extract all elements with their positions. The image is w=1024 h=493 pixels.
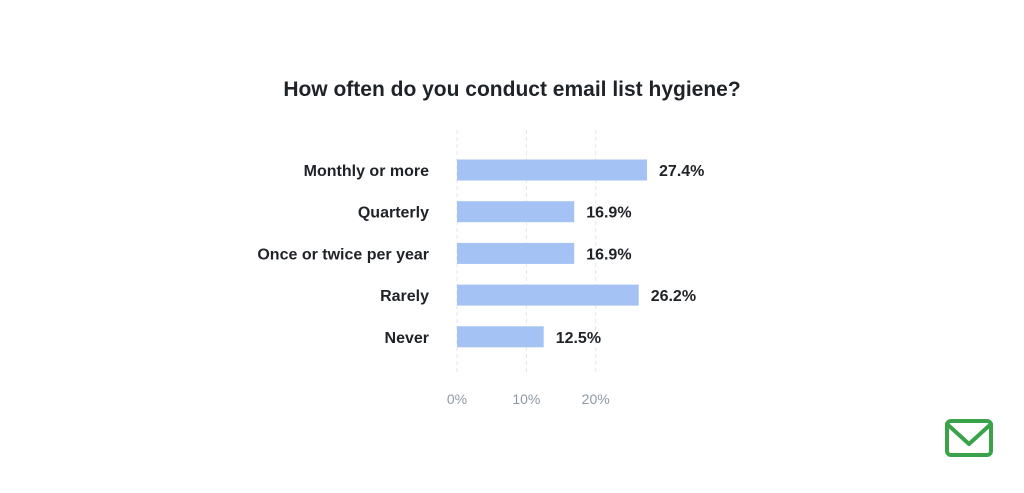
category-label: Rarely xyxy=(380,288,429,305)
category-label: Once or twice per year xyxy=(257,246,429,263)
value-label: 26.2% xyxy=(651,288,696,305)
bar xyxy=(457,159,648,181)
category-label: Never xyxy=(385,330,429,347)
bar xyxy=(457,242,575,264)
x-tick-label: 20% xyxy=(582,391,610,407)
category-labels: Monthly or more Quarterly Once or twice pe… xyxy=(257,163,429,347)
value-label: 27.4% xyxy=(659,163,704,180)
x-tick-label: 0% xyxy=(447,391,467,407)
value-label: 12.5% xyxy=(556,330,601,347)
envelope-check-icon xyxy=(945,419,993,457)
bar xyxy=(457,284,639,306)
x-axis-ticks: 0% 10% 20% xyxy=(447,391,610,407)
category-label: Monthly or more xyxy=(304,163,429,180)
chart-title: How often do you conduct email list hygi… xyxy=(283,78,741,101)
value-label: 16.9% xyxy=(586,246,631,263)
x-tick-label: 10% xyxy=(512,391,540,407)
category-label: Quarterly xyxy=(358,205,429,222)
bar xyxy=(457,201,575,223)
value-labels: 27.4% 16.9% 16.9% 26.2% 12.5% xyxy=(556,163,705,347)
value-label: 16.9% xyxy=(586,205,631,222)
bar xyxy=(457,326,544,348)
bars xyxy=(457,159,648,348)
